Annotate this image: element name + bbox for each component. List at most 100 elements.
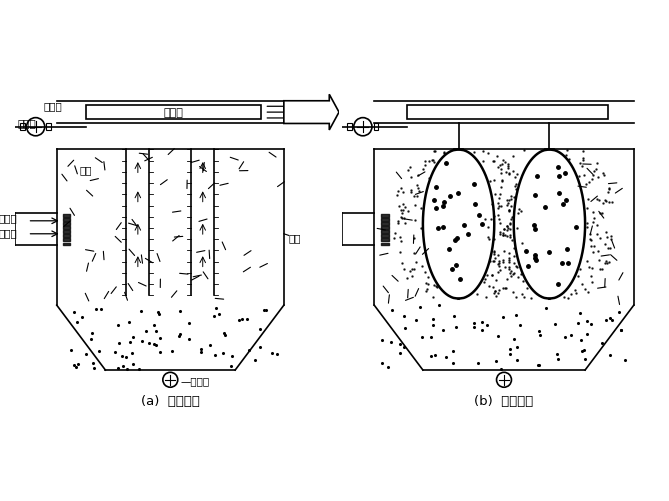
Point	[597, 339, 607, 347]
Point	[66, 346, 76, 354]
Point	[477, 318, 488, 326]
Point	[118, 362, 128, 370]
Point	[250, 356, 260, 364]
Point	[72, 360, 83, 368]
Point	[614, 308, 625, 316]
Point	[565, 331, 576, 339]
Point	[515, 321, 526, 329]
Point	[153, 309, 163, 317]
Point	[68, 309, 79, 317]
Point	[607, 316, 617, 324]
Point	[195, 345, 206, 353]
Point	[255, 325, 266, 333]
Point	[430, 351, 441, 359]
Point	[450, 324, 461, 332]
Point	[209, 313, 219, 321]
Point	[377, 336, 388, 344]
Point	[87, 330, 98, 338]
Point	[219, 331, 230, 339]
Point	[155, 348, 165, 356]
Point	[505, 345, 516, 353]
Point	[124, 319, 135, 327]
Point	[427, 315, 438, 323]
Point	[552, 350, 563, 358]
Point	[582, 330, 593, 338]
Point	[509, 336, 520, 344]
Point	[90, 306, 101, 314]
Point	[126, 349, 137, 357]
Point	[585, 321, 596, 329]
Point	[377, 359, 387, 367]
Point	[210, 351, 221, 359]
Point	[559, 333, 570, 341]
Point	[136, 337, 147, 345]
Point	[149, 340, 159, 348]
Bar	[20, 124, 25, 131]
Point	[124, 339, 135, 347]
Point	[579, 346, 589, 354]
Point	[399, 343, 409, 351]
Point	[149, 321, 159, 329]
Text: 净气室: 净气室	[43, 101, 62, 111]
Point	[395, 350, 405, 358]
Point	[237, 315, 248, 323]
Point	[214, 310, 225, 318]
Point	[448, 360, 458, 368]
Point	[399, 324, 410, 332]
Point	[476, 326, 487, 334]
Point	[533, 361, 544, 369]
Text: (b)  清灰状态: (b) 清灰状态	[474, 395, 534, 407]
Point	[493, 332, 504, 340]
Point	[535, 331, 545, 339]
Point	[604, 314, 615, 322]
Polygon shape	[284, 95, 339, 131]
Point	[541, 304, 552, 312]
Point	[512, 343, 522, 351]
Point	[69, 361, 80, 369]
Point	[174, 332, 185, 340]
Point	[151, 341, 162, 349]
Point	[211, 305, 221, 313]
Point	[234, 316, 245, 324]
Point	[399, 313, 409, 321]
Point	[86, 335, 96, 343]
Point	[153, 311, 164, 319]
Bar	[407, 106, 608, 120]
Point	[128, 333, 138, 341]
Point	[504, 351, 515, 359]
Point	[383, 363, 394, 371]
Point	[70, 363, 81, 371]
Point	[219, 329, 229, 337]
Point	[573, 320, 583, 328]
Bar	[347, 124, 352, 131]
Point	[473, 359, 484, 367]
Point	[497, 313, 508, 321]
Point	[468, 320, 479, 328]
Point	[261, 307, 272, 315]
Point	[128, 360, 138, 368]
Point	[120, 353, 131, 361]
Point	[267, 350, 278, 358]
Point	[449, 313, 460, 321]
Point	[576, 336, 587, 344]
Point	[196, 349, 207, 357]
Point	[89, 365, 100, 373]
Point	[167, 347, 177, 355]
Point	[113, 321, 124, 329]
Point	[604, 351, 615, 359]
Point	[448, 347, 458, 355]
Point	[204, 342, 215, 350]
Point	[254, 343, 265, 351]
Text: 净气出口: 净气出口	[287, 108, 312, 118]
Point	[387, 307, 397, 315]
Text: —回转阀: —回转阀	[180, 375, 209, 385]
Point	[496, 365, 506, 373]
Point	[482, 322, 493, 330]
Bar	[86, 106, 261, 120]
Point	[577, 347, 587, 355]
Point	[438, 327, 448, 335]
Point	[140, 327, 151, 335]
Point	[272, 350, 282, 358]
Point	[534, 327, 545, 335]
Point	[136, 308, 147, 316]
